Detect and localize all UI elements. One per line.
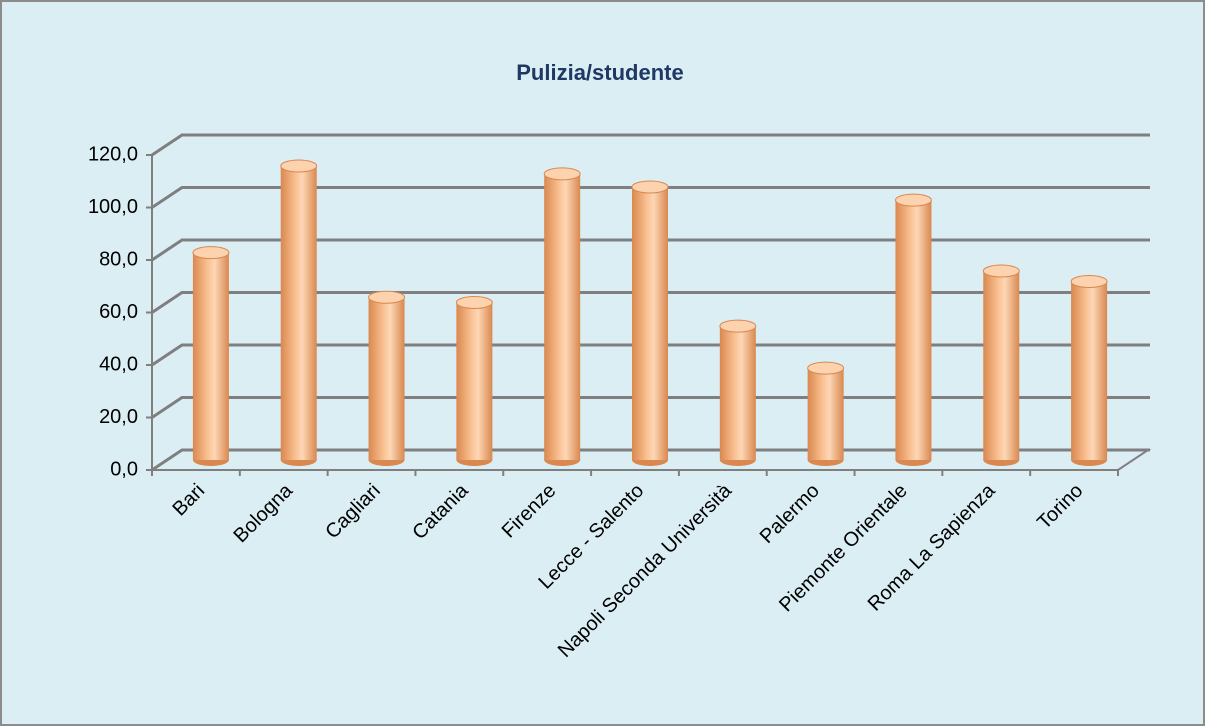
- bar-top: [543, 167, 581, 181]
- y-tick-label: 40,0: [99, 353, 138, 375]
- bar: [895, 200, 932, 460]
- y-tick-label: 60,0: [99, 301, 138, 323]
- bar: [456, 302, 493, 460]
- bar: [544, 173, 581, 460]
- bar-top: [280, 159, 318, 173]
- bar: [983, 271, 1020, 460]
- grid-line: [151, 186, 1150, 209]
- bar: [280, 166, 317, 460]
- chart-title: Pulizia/studente: [516, 60, 683, 85]
- y-tick-label: 80,0: [99, 248, 138, 270]
- bar-top: [807, 361, 845, 375]
- grid-line: [151, 343, 1150, 367]
- bar-top: [631, 180, 669, 194]
- bar-top: [368, 290, 406, 304]
- bar: [368, 297, 405, 460]
- grid-line: [151, 291, 1150, 314]
- bar: [1071, 281, 1108, 460]
- bar: [632, 187, 668, 460]
- y-tick-label: 0,0: [110, 458, 138, 480]
- bar-top: [982, 264, 1020, 278]
- bar-top: [455, 296, 493, 309]
- y-tick-label: 20,0: [99, 406, 138, 428]
- bar-top: [894, 193, 932, 207]
- y-tick-label: 120,0: [88, 143, 138, 165]
- grid-line: [151, 133, 1150, 157]
- bar: [192, 252, 229, 460]
- grid-line: [151, 238, 1150, 262]
- bar-top: [719, 319, 757, 333]
- bar: [807, 368, 844, 460]
- bar: [719, 326, 756, 460]
- bar-top: [192, 246, 230, 260]
- y-tick-label: 100,0: [88, 196, 138, 218]
- bar-top: [1070, 275, 1108, 288]
